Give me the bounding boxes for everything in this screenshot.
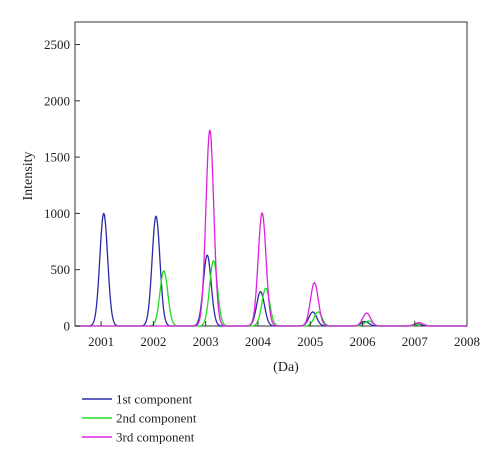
y-tick-label: 1500: [44, 150, 70, 165]
x-axis-ticks: 2001 2002 2003 2004 2005 2006 2007 2008: [88, 321, 480, 349]
y-tick-label: 2000: [44, 93, 70, 108]
x-axis-label: (Da): [273, 360, 299, 375]
x-tick-label: 2006: [349, 334, 376, 349]
y-tick-label: 500: [51, 262, 71, 277]
x-tick-label: 2002: [140, 334, 166, 349]
legend-label-3rd-component: 3rd component: [116, 430, 195, 445]
y-tick-label: 1000: [44, 206, 70, 221]
plot-border: [74, 21, 468, 327]
x-tick-label: 2007: [402, 334, 429, 349]
series-line-3rd-component: [74, 129, 468, 327]
legend-label-2nd-component: 2nd component: [116, 411, 197, 426]
x-tick-label: 2005: [297, 334, 323, 349]
y-tick-label: 0: [64, 319, 71, 334]
legend: 1st component 2nd component 3rd component: [82, 392, 197, 445]
x-tick-label: 2001: [88, 334, 114, 349]
y-axis-ticks: 0 500 1000 1500 2000 2500: [44, 37, 80, 334]
x-tick-label: 2004: [245, 334, 272, 349]
x-tick-label: 2008: [454, 334, 480, 349]
series-layer: [74, 129, 468, 327]
legend-label-1st-component: 1st component: [116, 392, 193, 407]
y-axis-label: Intensity: [21, 152, 36, 201]
x-tick-label: 2003: [193, 334, 219, 349]
plot-frame: [74, 21, 468, 327]
y-tick-label: 2500: [44, 37, 70, 52]
